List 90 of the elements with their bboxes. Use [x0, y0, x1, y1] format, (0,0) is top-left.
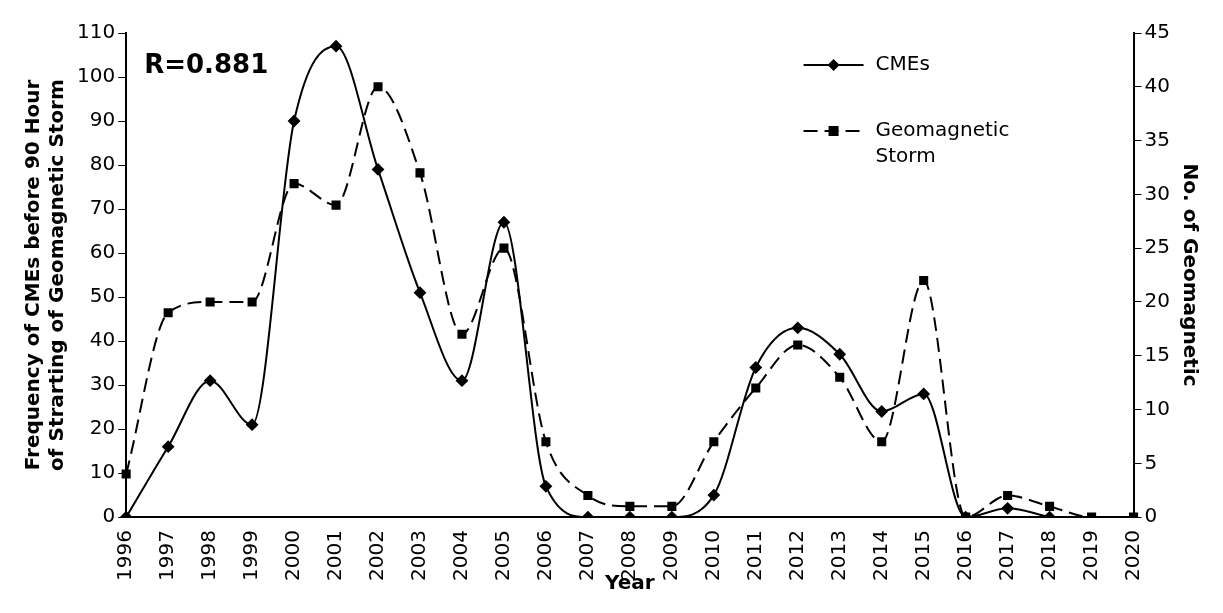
- x-tick-label: 2010: [700, 530, 725, 582]
- x-tick-label: 2006: [532, 530, 557, 582]
- point: [751, 383, 761, 393]
- point: [749, 361, 762, 374]
- point: [919, 275, 929, 285]
- x-tick-label: 2000: [280, 530, 305, 582]
- point: [497, 216, 510, 229]
- point: [917, 387, 930, 400]
- y2-tick-label: 0: [1144, 503, 1158, 528]
- x-tick-label: 2003: [406, 530, 431, 582]
- point: [455, 374, 468, 387]
- point: [625, 501, 635, 511]
- x-tick-label: 2018: [1035, 530, 1060, 582]
- point: [372, 163, 385, 176]
- point: [1003, 491, 1013, 501]
- point: [415, 168, 425, 178]
- y-tick-label: 110: [76, 19, 116, 44]
- x-tick-label: 2009: [658, 530, 683, 582]
- y2-tick-label: 20: [1144, 288, 1170, 313]
- point: [331, 200, 341, 210]
- y2-tick-label: 40: [1144, 72, 1170, 97]
- x-tick-label: 2014: [867, 530, 892, 582]
- point: [246, 418, 259, 431]
- y2-tick-label: 5: [1144, 449, 1158, 474]
- x-tick-label: 2017: [993, 530, 1018, 582]
- point: [709, 437, 719, 447]
- legend-label: CMEs: [875, 51, 930, 76]
- legend-label: Geomagnetic Storm: [875, 117, 1010, 168]
- x-tick-label: 2015: [909, 530, 934, 582]
- point: [413, 286, 426, 299]
- point: [667, 501, 677, 511]
- y-tick-label: 10: [89, 459, 116, 484]
- x-tick-label: 1997: [154, 530, 179, 582]
- x-tick-label: 2019: [1077, 530, 1102, 582]
- point: [583, 491, 593, 501]
- point: [875, 405, 888, 418]
- y-tick-label: 40: [89, 327, 116, 352]
- point: [204, 374, 217, 387]
- point: [793, 340, 803, 350]
- point: [539, 480, 552, 493]
- y-tick-label: 70: [89, 195, 116, 220]
- y-tick-label: 90: [89, 107, 116, 132]
- point: [1045, 501, 1055, 511]
- y-tick-label: 50: [89, 283, 116, 308]
- x-tick-label: 1996: [112, 530, 137, 582]
- x-tick-label: 2002: [364, 530, 389, 582]
- y-tick-label: 80: [89, 151, 116, 176]
- x-tick-label: 2013: [825, 530, 850, 582]
- point: [288, 115, 301, 128]
- x-tick-label: 2011: [741, 530, 766, 582]
- y-tick-label: 0: [102, 503, 116, 528]
- point: [791, 321, 804, 334]
- y2-tick-label: 25: [1144, 234, 1170, 259]
- point: [163, 308, 173, 318]
- y2-tick-label: 10: [1144, 395, 1170, 420]
- y-axis-title: Frequency of CMEs before 90 Hour of Strarting of Geomagnetic Storm: [20, 79, 69, 471]
- y2-tick-label: 45: [1144, 19, 1170, 44]
- y-tick-label: 30: [89, 371, 116, 396]
- point: [499, 243, 509, 253]
- point: [457, 329, 467, 339]
- x-tick-label: 1999: [238, 530, 263, 582]
- y-tick-label: 20: [89, 415, 116, 440]
- point: [247, 297, 257, 307]
- point: [1001, 502, 1014, 515]
- point: [541, 437, 551, 447]
- point: [833, 348, 846, 361]
- point: [877, 437, 887, 447]
- x-tick-label: 2001: [322, 530, 347, 582]
- y2-axis-title: No. of Geomagnetic: [1178, 163, 1203, 387]
- point: [707, 489, 720, 502]
- x-tick-label: 2005: [490, 530, 515, 582]
- annotation: R=0.881: [144, 48, 269, 79]
- x-tick-label: 2007: [574, 530, 599, 582]
- x-tick-label: 1998: [196, 530, 221, 582]
- y-tick-label: 60: [89, 239, 116, 264]
- point: [121, 469, 131, 479]
- point: [205, 297, 215, 307]
- point: [289, 179, 299, 189]
- y-tick-label: 100: [76, 63, 116, 88]
- x-tick-label: 2004: [448, 530, 473, 582]
- point: [162, 440, 175, 453]
- y2-tick-label: 15: [1144, 341, 1170, 366]
- y2-tick-label: 35: [1144, 126, 1170, 151]
- point: [330, 40, 343, 53]
- x-tick-label: 2016: [951, 530, 976, 582]
- x-tick-label: 2020: [1119, 530, 1144, 582]
- point: [835, 372, 845, 382]
- y2-tick-label: 30: [1144, 180, 1170, 205]
- point: [373, 82, 383, 92]
- x-tick-label: 2012: [783, 530, 808, 582]
